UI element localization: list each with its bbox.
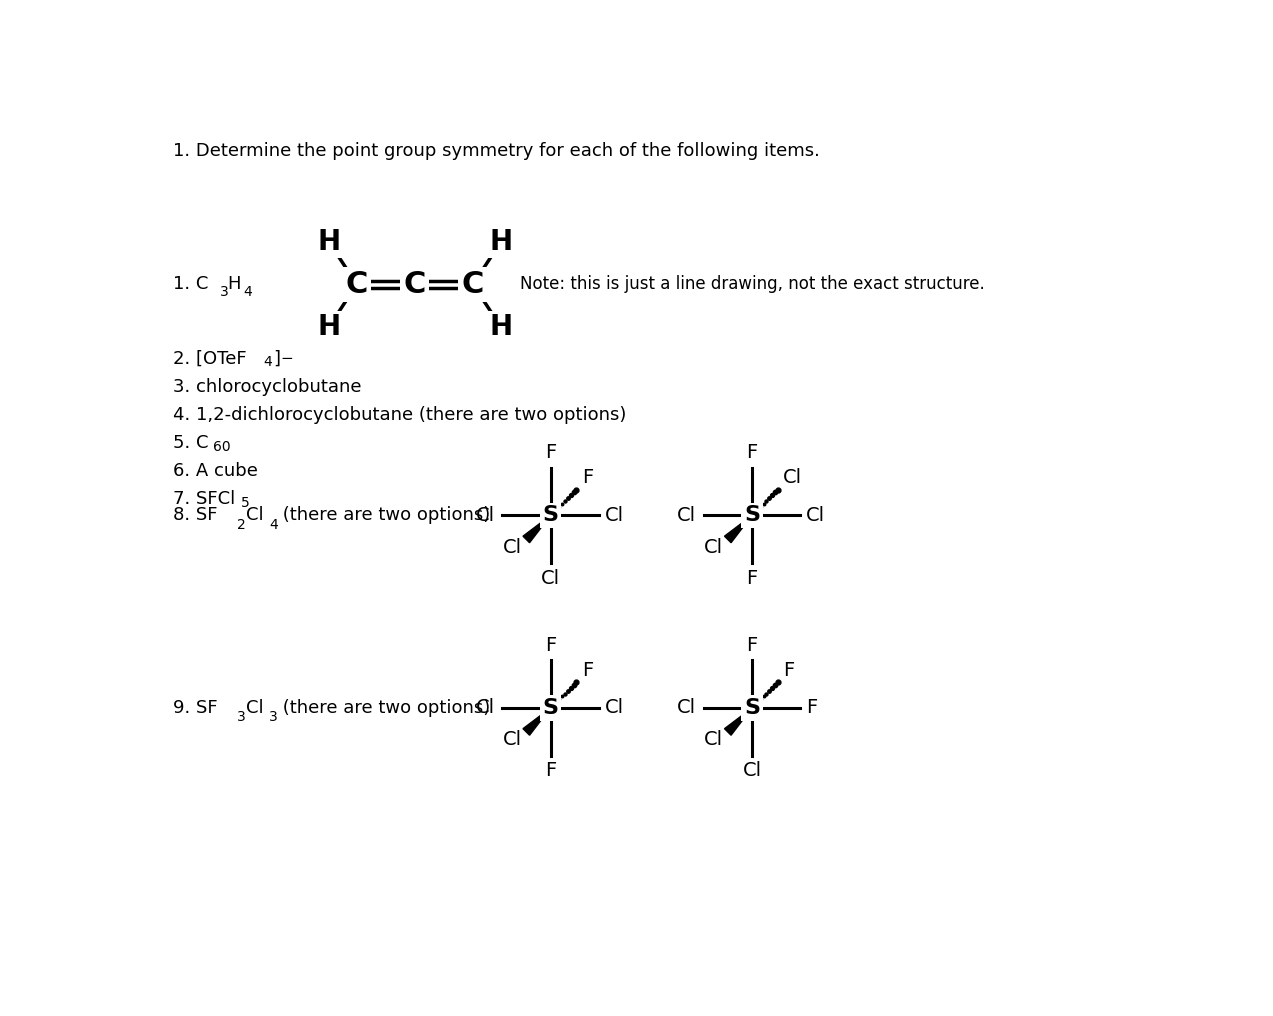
Polygon shape — [523, 515, 550, 543]
Text: F: F — [746, 443, 757, 462]
Text: 3: 3 — [269, 710, 278, 724]
Text: 1. Determine the point group symmetry for each of the following items.: 1. Determine the point group symmetry fo… — [173, 142, 820, 160]
Text: C: C — [404, 270, 426, 299]
Text: 3: 3 — [219, 285, 228, 299]
Text: Cl: Cl — [704, 537, 723, 557]
Text: Cl: Cl — [677, 506, 696, 525]
Text: S: S — [743, 505, 760, 525]
Text: F: F — [582, 660, 593, 680]
Text: (there are two options): (there are two options) — [278, 699, 490, 717]
Text: 8. SF: 8. SF — [173, 506, 218, 524]
Text: H: H — [317, 313, 341, 340]
Text: Cl: Cl — [541, 569, 560, 587]
Text: Note: this is just a line drawing, not the exact structure.: Note: this is just a line drawing, not t… — [519, 275, 984, 294]
Text: Cl: Cl — [476, 506, 495, 525]
Text: C: C — [345, 270, 368, 299]
Text: S: S — [542, 698, 559, 718]
Text: H: H — [489, 228, 512, 256]
Text: F: F — [545, 761, 556, 780]
Text: Cl: Cl — [246, 699, 264, 717]
Text: Cl: Cl — [605, 506, 624, 525]
Text: Cl: Cl — [503, 537, 522, 557]
Text: 3. chlorocyclobutane: 3. chlorocyclobutane — [173, 378, 362, 396]
Text: Cl: Cl — [246, 506, 264, 524]
Text: Cl: Cl — [742, 761, 761, 780]
Text: S: S — [743, 698, 760, 718]
Text: (there are two options): (there are two options) — [278, 506, 490, 524]
Text: F: F — [582, 468, 593, 488]
Text: 5: 5 — [242, 496, 250, 510]
Text: 4: 4 — [269, 517, 278, 531]
Text: ]: ] — [272, 350, 280, 368]
Text: Cl: Cl — [806, 506, 825, 525]
Text: Cl: Cl — [783, 468, 802, 488]
Text: 5. C: 5. C — [173, 434, 209, 452]
Polygon shape — [724, 515, 752, 543]
Text: F: F — [746, 569, 757, 587]
Text: 1. C: 1. C — [173, 275, 209, 294]
Text: 3: 3 — [237, 710, 246, 724]
Text: H: H — [489, 313, 512, 340]
Text: 60: 60 — [214, 440, 230, 453]
Text: 2. [OTeF: 2. [OTeF — [173, 350, 247, 368]
Text: H: H — [228, 275, 241, 294]
Text: Cl: Cl — [476, 698, 495, 717]
Text: F: F — [806, 698, 817, 717]
Text: S: S — [542, 505, 559, 525]
Text: 4. 1,2-dichlorocyclobutane (there are two options): 4. 1,2-dichlorocyclobutane (there are tw… — [173, 406, 626, 424]
Text: Cl: Cl — [677, 698, 696, 717]
Text: 6. A cube: 6. A cube — [173, 462, 258, 481]
Text: 7. SFCl: 7. SFCl — [173, 491, 236, 508]
Text: F: F — [783, 660, 794, 680]
Text: Cl: Cl — [704, 731, 723, 750]
Text: 4: 4 — [243, 285, 252, 299]
Text: H: H — [317, 228, 341, 256]
Text: 9. SF: 9. SF — [173, 699, 218, 717]
Text: Cl: Cl — [503, 731, 522, 750]
Text: −: − — [281, 352, 294, 367]
Text: F: F — [746, 636, 757, 654]
Text: F: F — [545, 636, 556, 654]
Polygon shape — [724, 708, 752, 736]
Text: C: C — [462, 270, 484, 299]
Text: 2: 2 — [237, 517, 246, 531]
Text: F: F — [545, 443, 556, 462]
Polygon shape — [523, 708, 550, 736]
Text: 4: 4 — [264, 356, 272, 369]
Text: Cl: Cl — [605, 698, 624, 717]
